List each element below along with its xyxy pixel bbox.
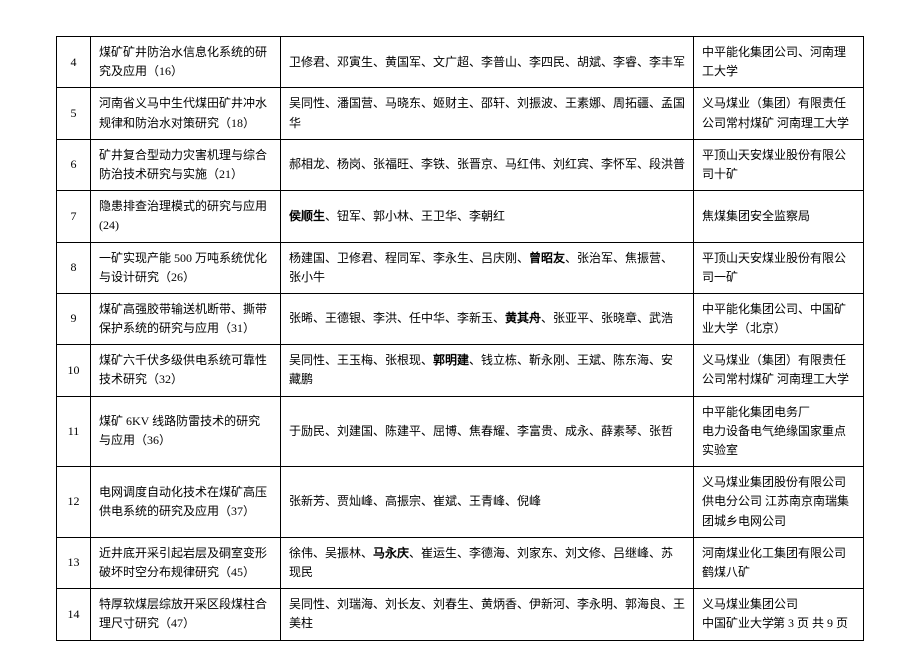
row-title: 煤矿六千伏多级供电系统可靠性技术研究（32）: [91, 345, 281, 396]
row-people: 张新芳、贾灿峰、高振宗、崔斌、王青峰、倪峰: [281, 467, 694, 538]
table-row: 10煤矿六千伏多级供电系统可靠性技术研究（32）吴同性、王玉梅、张根现、郭明建、…: [57, 345, 864, 396]
row-org: 平顶山天安煤业股份有限公司十矿: [694, 139, 864, 190]
table-row: 9煤矿高强胶带输送机断带、撕带保护系统的研究与应用（31）张晞、王德银、李洪、任…: [57, 293, 864, 344]
table-row: 7隐患排查治理模式的研究与应用(24)侯顺生、钮军、郭小林、王卫华、李朝红焦煤集…: [57, 191, 864, 242]
row-title: 近井底开采引起岩层及硐室变形破坏时空分布规律研究（45）: [91, 537, 281, 588]
row-org: 中平能化集团电务厂电力设备电气绝缘国家重点实验室: [694, 396, 864, 467]
row-org: 义马煤业（集团）有限责任公司常村煤矿 河南理工大学: [694, 88, 864, 139]
person-bold: 郭明建: [433, 353, 469, 367]
row-number: 12: [57, 467, 91, 538]
row-people: 吴同性、王玉梅、张根现、郭明建、钱立栋、靳永刚、王斌、陈东海、安藏鹏: [281, 345, 694, 396]
row-number: 7: [57, 191, 91, 242]
page-footer: 第 3 页 共 9 页: [773, 614, 848, 631]
row-number: 8: [57, 242, 91, 293]
table-row: 4煤矿矿井防治水信息化系统的研究及应用（16）卫修君、邓寅生、黄国军、文广超、李…: [57, 37, 864, 88]
row-number: 9: [57, 293, 91, 344]
table-row: 11煤矿 6KV 线路防雷技术的研究与应用（36）于励民、刘建国、陈建平、屈博、…: [57, 396, 864, 467]
row-number: 4: [57, 37, 91, 88]
row-people: 侯顺生、钮军、郭小林、王卫华、李朝红: [281, 191, 694, 242]
row-org: 中平能化集团公司、河南理工大学: [694, 37, 864, 88]
row-number: 11: [57, 396, 91, 467]
row-org: 义马煤业集团股份有限公司供电分公司 江苏南京南瑞集团城乡电网公司: [694, 467, 864, 538]
person-bold: 黄其舟: [505, 311, 541, 325]
table-row: 14特厚软煤层综放开采区段煤柱合理尺寸研究（47）吴同性、刘瑞海、刘长友、刘春生…: [57, 589, 864, 640]
row-number: 10: [57, 345, 91, 396]
row-title: 电网调度自动化技术在煤矿高压供电系统的研究及应用（37）: [91, 467, 281, 538]
table-row: 6矿井复合型动力灾害机理与综合防治技术研究与实施（21）郝相龙、杨岗、张福旺、李…: [57, 139, 864, 190]
table-row: 12电网调度自动化技术在煤矿高压供电系统的研究及应用（37）张新芳、贾灿峰、高振…: [57, 467, 864, 538]
row-org: 义马煤业（集团）有限责任公司常村煤矿 河南理工大学: [694, 345, 864, 396]
row-people: 张晞、王德银、李洪、任中华、李新玉、黄其舟、张亚平、张晓章、武浩: [281, 293, 694, 344]
table-row: 13近井底开采引起岩层及硐室变形破坏时空分布规律研究（45）徐伟、吴振林、马永庆…: [57, 537, 864, 588]
row-title: 煤矿高强胶带输送机断带、撕带保护系统的研究与应用（31）: [91, 293, 281, 344]
person-bold: 侯顺生: [289, 209, 325, 223]
row-org: 中平能化集团公司、中国矿业大学（北京）: [694, 293, 864, 344]
row-people: 杨建国、卫修君、程同军、李永生、吕庆刚、曾昭友、张治军、焦振营、张小牛: [281, 242, 694, 293]
row-org: 河南煤业化工集团有限公司鹤煤八矿: [694, 537, 864, 588]
row-org: 平顶山天安煤业股份有限公司一矿: [694, 242, 864, 293]
row-number: 13: [57, 537, 91, 588]
row-title: 一矿实现产能 500 万吨系统优化与设计研究（26）: [91, 242, 281, 293]
row-title: 煤矿 6KV 线路防雷技术的研究与应用（36）: [91, 396, 281, 467]
row-people: 郝相龙、杨岗、张福旺、李铁、张晋京、马红伟、刘红宾、李怀军、段洪普: [281, 139, 694, 190]
row-number: 14: [57, 589, 91, 640]
row-org: 焦煤集团安全监察局: [694, 191, 864, 242]
table-row: 8一矿实现产能 500 万吨系统优化与设计研究（26）杨建国、卫修君、程同军、李…: [57, 242, 864, 293]
row-people: 于励民、刘建国、陈建平、屈博、焦春耀、李富贵、成永、薛素琴、张哲: [281, 396, 694, 467]
row-people: 卫修君、邓寅生、黄国军、文广超、李普山、李四民、胡斌、李睿、李丰军: [281, 37, 694, 88]
row-title: 特厚软煤层综放开采区段煤柱合理尺寸研究（47）: [91, 589, 281, 640]
row-title: 隐患排查治理模式的研究与应用(24): [91, 191, 281, 242]
person-bold: 马永庆: [373, 546, 409, 560]
row-title: 矿井复合型动力灾害机理与综合防治技术研究与实施（21）: [91, 139, 281, 190]
row-people: 徐伟、吴振林、马永庆、崔运生、李德海、刘家东、刘文修、吕继峰、苏现民: [281, 537, 694, 588]
row-people: 吴同性、刘瑞海、刘长友、刘春生、黄炳香、伊新河、李永明、郭海良、王美柱: [281, 589, 694, 640]
person-bold: 曾昭友: [529, 251, 565, 265]
row-title: 河南省义马中生代煤田矿井冲水规律和防治水对策研究（18）: [91, 88, 281, 139]
row-people: 吴同性、潘国营、马晓东、姬财主、邵轩、刘振波、王素娜、周拓疆、孟国华: [281, 88, 694, 139]
data-table: 4煤矿矿井防治水信息化系统的研究及应用（16）卫修君、邓寅生、黄国军、文广超、李…: [56, 36, 864, 641]
table-row: 5河南省义马中生代煤田矿井冲水规律和防治水对策研究（18）吴同性、潘国营、马晓东…: [57, 88, 864, 139]
row-title: 煤矿矿井防治水信息化系统的研究及应用（16）: [91, 37, 281, 88]
row-number: 6: [57, 139, 91, 190]
row-number: 5: [57, 88, 91, 139]
